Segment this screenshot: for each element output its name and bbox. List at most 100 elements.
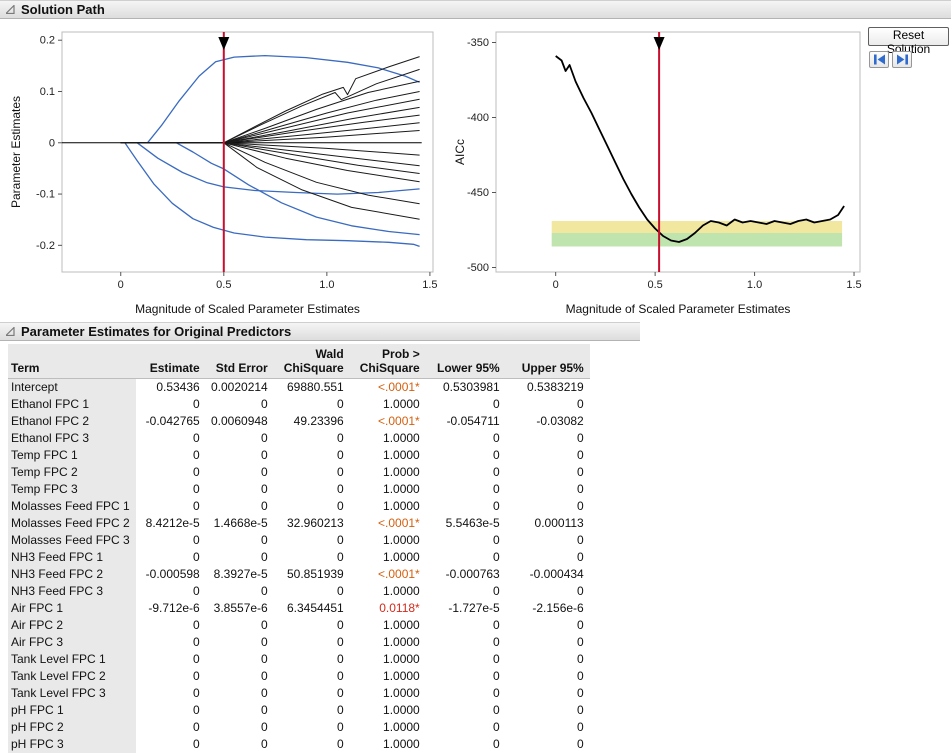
value-cell: 1.0000 <box>350 532 426 549</box>
value-cell: 1.0000 <box>350 481 426 498</box>
x-tick-label: 0.5 <box>216 279 231 291</box>
column-header-term: Term <box>8 344 136 379</box>
value-cell: 0 <box>136 549 206 566</box>
value-cell: 0 <box>426 685 506 702</box>
y-tick-label: 0.2 <box>40 35 55 47</box>
value-cell: 0 <box>206 651 274 668</box>
step-forward-button[interactable] <box>892 51 912 68</box>
table-row: Ethanol FPC 30001.000000 <box>8 430 590 447</box>
value-cell: 0 <box>426 532 506 549</box>
term-cell: Air FPC 3 <box>8 634 136 651</box>
value-cell: 1.0000 <box>350 719 426 736</box>
column-header-lower-95: Lower 95% <box>426 344 506 379</box>
y-tick-label: -400 <box>467 112 489 124</box>
table-row: Ethanol FPC 10001.000000 <box>8 396 590 413</box>
value-cell: 0 <box>206 719 274 736</box>
value-cell: 0.53436 <box>136 379 206 396</box>
table-row: Intercept0.534360.002021469880.551<.0001… <box>8 379 590 396</box>
column-header-estimate: Estimate <box>136 344 206 379</box>
value-cell: 0 <box>206 617 274 634</box>
value-cell: 0 <box>426 719 506 736</box>
table-row: Ethanol FPC 2-0.0427650.006094849.23396<… <box>8 413 590 430</box>
y-tick-label: -0.2 <box>36 240 55 252</box>
value-cell: 49.23396 <box>274 413 350 430</box>
value-cell: 0 <box>426 617 506 634</box>
x-tick-label: 1.0 <box>319 279 334 291</box>
value-cell: 0 <box>426 464 506 481</box>
value-cell: 1.4668e-5 <box>206 515 274 532</box>
value-cell: 0 <box>426 702 506 719</box>
value-cell: 3.8557e-6 <box>206 600 274 617</box>
reset-solution-button[interactable]: Reset Solution <box>868 27 949 46</box>
parameter-estimates-outline-header[interactable]: Parameter Estimates for Original Predict… <box>0 322 640 341</box>
step-back-button[interactable] <box>869 51 889 68</box>
term-cell: Intercept <box>8 379 136 396</box>
value-cell: 0 <box>506 396 590 413</box>
value-cell: 0 <box>426 498 506 515</box>
value-cell: 1.0000 <box>350 498 426 515</box>
value-cell: 0 <box>136 651 206 668</box>
value-cell: -0.054711 <box>426 413 506 430</box>
value-cell: 1.0000 <box>350 549 426 566</box>
y-tick-label: -0.1 <box>36 189 55 201</box>
x-tick-label: 1.5 <box>422 279 437 291</box>
term-cell: Air FPC 2 <box>8 617 136 634</box>
value-cell: 6.3454451 <box>274 600 350 617</box>
step-forward-icon <box>896 54 909 65</box>
term-cell: pH FPC 3 <box>8 736 136 753</box>
value-cell: 0 <box>506 719 590 736</box>
value-cell: 0 <box>206 464 274 481</box>
value-cell: 0 <box>426 430 506 447</box>
value-cell: 8.3927e-5 <box>206 566 274 583</box>
value-cell: 1.0000 <box>350 583 426 600</box>
value-cell: 0.000113 <box>506 515 590 532</box>
value-cell: 0 <box>426 396 506 413</box>
value-cell: 0 <box>206 396 274 413</box>
value-cell: 0 <box>274 549 350 566</box>
value-cell: 0 <box>274 583 350 600</box>
value-cell: 0 <box>206 685 274 702</box>
value-cell: 0 <box>506 430 590 447</box>
disclosure-triangle-icon[interactable] <box>6 327 15 336</box>
value-cell: 0 <box>274 702 350 719</box>
term-cell: pH FPC 2 <box>8 719 136 736</box>
value-cell: 0 <box>136 583 206 600</box>
term-cell: pH FPC 1 <box>8 702 136 719</box>
value-cell: 0 <box>506 498 590 515</box>
value-cell: 0 <box>136 481 206 498</box>
solution-path-outline-header[interactable]: Solution Path <box>0 0 951 19</box>
term-cell: Tank Level FPC 2 <box>8 668 136 685</box>
value-cell: 0 <box>206 583 274 600</box>
value-cell: 0 <box>274 396 350 413</box>
value-cell: 0 <box>206 481 274 498</box>
disclosure-triangle-icon[interactable] <box>6 5 15 14</box>
value-cell: 0 <box>136 719 206 736</box>
reference-band-1 <box>552 233 842 247</box>
value-cell: 0 <box>274 447 350 464</box>
value-cell: 0 <box>274 430 350 447</box>
value-cell: 0 <box>274 719 350 736</box>
y-tick-label: -350 <box>467 37 489 49</box>
term-cell: Molasses Feed FPC 2 <box>8 515 136 532</box>
y-tick-label: 0.1 <box>40 86 55 98</box>
value-cell: 0 <box>136 668 206 685</box>
value-cell: 0 <box>136 396 206 413</box>
value-cell: 0 <box>506 532 590 549</box>
term-cell: NH3 Feed FPC 3 <box>8 583 136 600</box>
value-cell: 0 <box>274 617 350 634</box>
y-tick-label: -500 <box>467 262 489 274</box>
value-cell: 0 <box>206 532 274 549</box>
column-header-row: Term Estimate Std Error Wald ChiSquare P… <box>8 344 590 379</box>
value-cell: 1.0000 <box>350 396 426 413</box>
x-axis-title: Magnitude of Scaled Parameter Estimates <box>135 302 360 316</box>
x-tick-label: 0 <box>118 279 124 291</box>
value-cell: 0 <box>506 583 590 600</box>
value-cell: 0 <box>274 532 350 549</box>
table-row: pH FPC 30001.000000 <box>8 736 590 753</box>
value-cell: 0 <box>274 498 350 515</box>
column-header-prob-chisquare: Prob > ChiSquare <box>350 344 426 379</box>
table-row: Air FPC 1-9.712e-63.8557e-66.34544510.01… <box>8 600 590 617</box>
value-cell: 0 <box>274 464 350 481</box>
value-cell: 0 <box>136 464 206 481</box>
table-row: Tank Level FPC 10001.000000 <box>8 651 590 668</box>
